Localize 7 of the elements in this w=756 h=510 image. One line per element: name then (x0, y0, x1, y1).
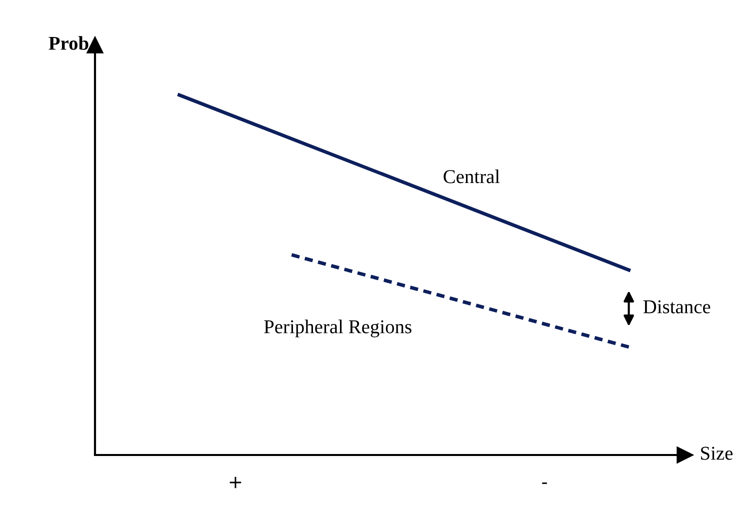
y-axis-title: Prob (48, 36, 88, 50)
series-label: Central (444, 170, 500, 184)
text: Size (701, 446, 733, 460)
series-label: Peripheral Regions (264, 320, 412, 338)
x-tick-label: - (542, 482, 547, 484)
text: Distance (643, 300, 710, 314)
x-tick-label: + (230, 476, 242, 488)
